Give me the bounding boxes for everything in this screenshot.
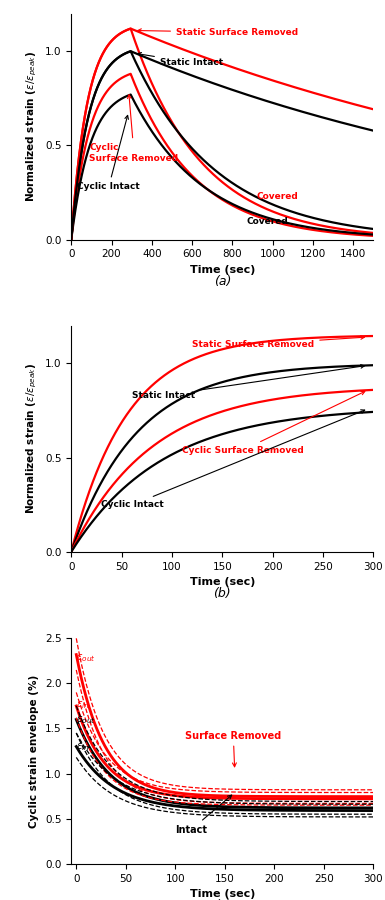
Y-axis label: Normalized strain ($\varepsilon/\varepsilon_{peak}$): Normalized strain ($\varepsilon/\varepsi… xyxy=(25,364,39,514)
Text: Static Intact: Static Intact xyxy=(138,52,223,67)
X-axis label: Time (sec): Time (sec) xyxy=(190,889,255,899)
X-axis label: Time (sec): Time (sec) xyxy=(190,265,255,275)
Text: Static Surface Removed: Static Surface Removed xyxy=(192,336,365,349)
Text: (a): (a) xyxy=(214,274,231,288)
Text: $\varepsilon_{in}$: $\varepsilon_{in}$ xyxy=(77,741,90,753)
Text: (b): (b) xyxy=(214,587,231,600)
Text: Cyclic
Surface Removed: Cyclic Surface Removed xyxy=(89,94,179,163)
Y-axis label: Cyclic strain envelope (%): Cyclic strain envelope (%) xyxy=(29,674,39,827)
Text: Static Surface Removed: Static Surface Removed xyxy=(138,28,298,37)
Text: Covered: Covered xyxy=(256,193,298,202)
Text: Cyclic Intact: Cyclic Intact xyxy=(77,115,140,192)
Text: Cyclic Intact: Cyclic Intact xyxy=(101,410,365,509)
X-axis label: Time (sec): Time (sec) xyxy=(190,577,255,587)
Y-axis label: Normalized strain ($\varepsilon/\varepsilon_{peak}$): Normalized strain ($\varepsilon/\varepsi… xyxy=(25,51,39,203)
Text: Static Intact: Static Intact xyxy=(132,364,365,400)
Text: $\varepsilon_{out}$: $\varepsilon_{out}$ xyxy=(77,652,96,664)
Text: Intact: Intact xyxy=(175,795,232,834)
Text: Covered: Covered xyxy=(246,217,288,226)
Text: Surface Removed: Surface Removed xyxy=(185,731,281,767)
Text: Cyclic Surface Removed: Cyclic Surface Removed xyxy=(182,392,365,454)
Text: $\varepsilon_{in}$: $\varepsilon_{in}$ xyxy=(77,699,90,711)
Text: $\varepsilon_{out}$: $\varepsilon_{out}$ xyxy=(77,714,96,725)
